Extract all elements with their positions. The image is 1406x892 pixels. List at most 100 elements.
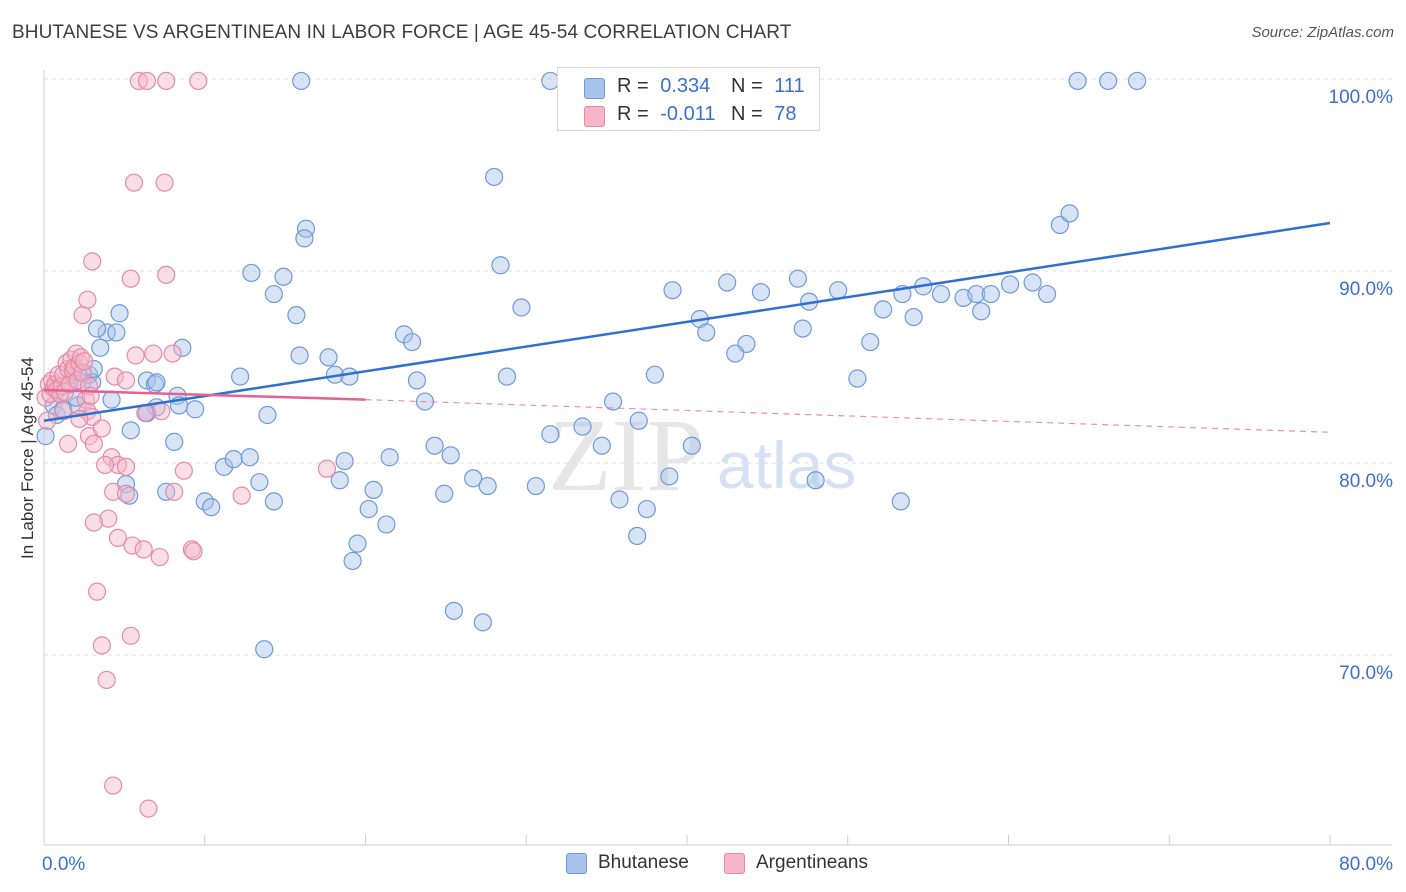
- bhutanese-point: [512, 298, 531, 317]
- bhutanese-point: [1001, 275, 1020, 294]
- bhutanese-point: [697, 323, 716, 342]
- bhutanese-point: [1060, 204, 1079, 223]
- x-tick-marks: [43, 835, 1331, 845]
- correlation-legend: R = 0.334 N = 111 R = -0.011 N = 78: [557, 67, 820, 131]
- bhutanese-point: [806, 471, 825, 490]
- bhutanese-point: [121, 421, 140, 440]
- bhutanese-point: [335, 451, 354, 471]
- x-tick-label: 0.0%: [42, 854, 85, 875]
- bhutanese-point: [87, 319, 107, 338]
- bhutanese-point: [660, 467, 679, 486]
- bhutanese-point: [343, 551, 362, 571]
- argentinean-point: [165, 482, 184, 501]
- argentinean-point: [163, 344, 182, 363]
- bhutanese-point: [407, 371, 427, 390]
- argentinean-point: [97, 670, 116, 690]
- source-credit: Source: ZipAtlas.com: [1251, 24, 1394, 41]
- y-tick-label: 100.0%: [1329, 87, 1394, 108]
- bhutanese-point: [380, 448, 399, 467]
- bhutanese-point: [36, 427, 55, 446]
- legend-n-label: N =: [731, 75, 763, 97]
- bhutanese-point: [629, 411, 648, 430]
- bhutanese-point: [290, 346, 309, 365]
- argentinean-point: [157, 71, 176, 91]
- gridlines: [44, 78, 1392, 656]
- bhutanese-point: [377, 515, 396, 534]
- y-tick-labels: 100.0% 90.0% 80.0% 70.0%: [1329, 87, 1394, 684]
- bhutanese-point: [603, 392, 623, 411]
- y-tick-label: 90.0%: [1339, 279, 1393, 300]
- argentinean-point: [189, 71, 208, 91]
- bhutanese-point: [264, 492, 283, 511]
- argentinean-point: [83, 252, 102, 271]
- bhutanese-point: [214, 457, 234, 476]
- argentinean-point: [87, 582, 107, 601]
- argentinean-point: [78, 290, 97, 309]
- bhutanese-point: [931, 284, 951, 304]
- argentinean-point: [81, 386, 100, 405]
- argentinean-point: [116, 484, 136, 503]
- bhutanese-trend-line: [43, 221, 1331, 422]
- bhutanese-point: [751, 283, 771, 302]
- bhutanese-point: [173, 338, 192, 357]
- chart-title: BHUTANESE VS ARGENTINEAN IN LABOR FORCE …: [12, 22, 792, 43]
- bhutanese-point: [255, 640, 274, 659]
- bhutanese-point: [403, 332, 422, 352]
- argentinean-point: [84, 434, 103, 453]
- bhutanese-point: [97, 323, 116, 342]
- bhutanese-point: [972, 302, 991, 321]
- bhutanese-point: [610, 490, 629, 509]
- y-tick-label: 80.0%: [1339, 471, 1393, 492]
- legend-r-value: 0.334: [660, 75, 711, 97]
- argentinean-point: [126, 346, 145, 365]
- bhutanese-point: [340, 367, 359, 386]
- legend-r-label: R =: [617, 103, 649, 125]
- series-legend: Bhutanese Argentineans: [0, 852, 1406, 878]
- argentinean-point: [75, 352, 94, 371]
- legend-swatch-pink: [584, 106, 605, 127]
- bhutanese-point: [904, 307, 923, 327]
- bhutanese-point: [240, 448, 259, 467]
- bhutanese-point: [250, 473, 269, 492]
- bhutanese-point: [573, 417, 592, 436]
- argentinean-point: [108, 528, 128, 547]
- bhutanese-point: [202, 498, 221, 517]
- argentinean-point: [116, 371, 136, 390]
- argentinean-point: [92, 636, 111, 655]
- bhutanese-point: [359, 499, 378, 519]
- legend-label-argentineans: Argentineans: [756, 852, 868, 873]
- bhutanese-point: [1037, 284, 1057, 304]
- bhutanese-points: [36, 71, 1147, 659]
- bhutanese-point: [848, 369, 867, 388]
- argentinean-trend-line: [43, 388, 366, 401]
- bhutanese-point: [485, 167, 504, 187]
- bhutanese-point: [682, 436, 701, 455]
- bhutanese-point: [102, 390, 121, 409]
- argentinean-point: [134, 540, 153, 559]
- argentinean-point: [184, 542, 203, 561]
- bhutanese-point: [793, 319, 812, 338]
- argentinean-point: [95, 455, 115, 475]
- bhutanese-point: [464, 469, 483, 488]
- argentinean-points: [36, 71, 337, 818]
- bhutanese-point: [364, 480, 383, 499]
- bhutanese-point: [231, 367, 250, 386]
- bhutanese-point: [967, 284, 986, 304]
- argentinean-point: [174, 461, 193, 480]
- bhutanese-point: [107, 323, 126, 342]
- legend-r-label: R =: [617, 75, 649, 97]
- legend-n-label: N =: [731, 103, 763, 125]
- argentinean-point: [59, 434, 78, 453]
- bhutanese-point: [287, 306, 306, 325]
- bhutanese-point: [348, 534, 367, 553]
- argentinean-point: [155, 173, 174, 192]
- bhutanese-point: [1023, 273, 1042, 292]
- bhutanese-point: [186, 400, 205, 419]
- bhutanese-point: [788, 269, 808, 288]
- bhutanese-point: [292, 71, 311, 91]
- bhutanese-point: [526, 476, 545, 496]
- bhutanese-point: [473, 613, 492, 632]
- bhutanese-point: [1068, 71, 1087, 91]
- argentinean-point: [105, 367, 124, 386]
